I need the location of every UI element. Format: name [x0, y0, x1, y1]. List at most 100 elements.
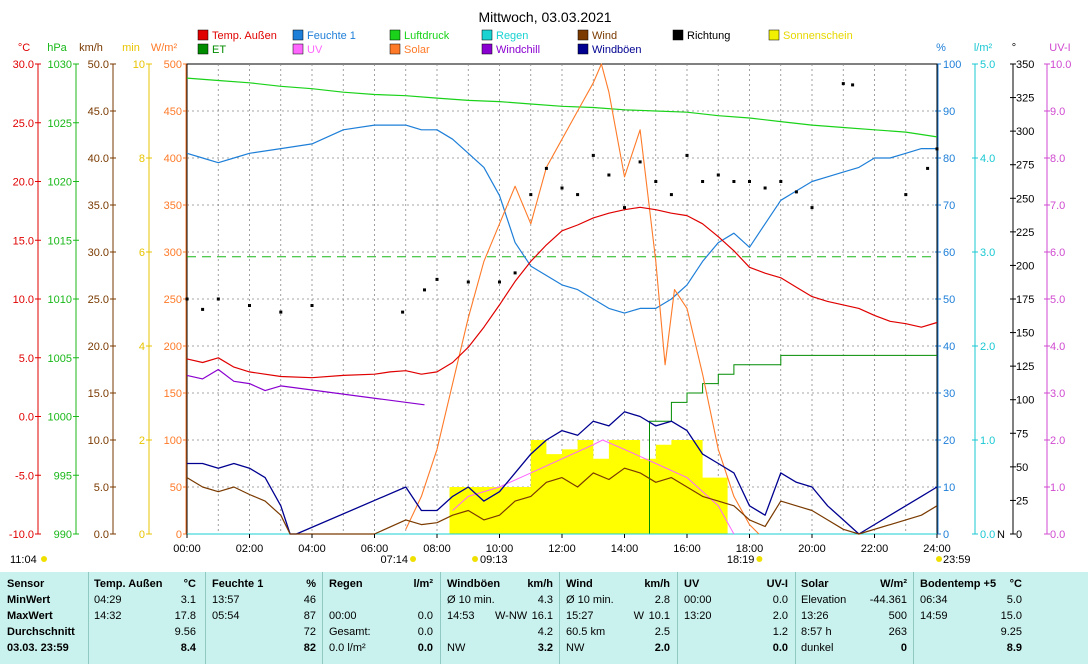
gusts-column: Windböen km/h Ø 10 min. 4.3 14:53 W-NW 16.1 …	[447, 576, 553, 656]
row-max: MaxWert	[7, 610, 53, 622]
direction-point	[498, 280, 501, 284]
time-tick-label: 14:00	[611, 543, 639, 555]
direction-point	[466, 280, 470, 284]
sensor-column: Sensor MinWert MaxWert Durchschnitt 03.0…	[7, 576, 87, 656]
legend: Temp. Außen Feuchte 1 Luftdruck Regen Wind Ri…	[197, 29, 853, 56]
legend-swatch	[197, 43, 209, 55]
time-tick-label: 04:00	[298, 543, 326, 555]
direction-point	[201, 307, 205, 311]
gust-unit: km/h	[527, 578, 553, 590]
hum-max-time: 05:54	[212, 610, 240, 622]
temp-axis-tick-label: 15.0	[13, 235, 34, 247]
time-tick-label: 00:00	[173, 543, 201, 555]
minutes-axis-tick-label: 2	[139, 435, 145, 447]
direction-axis-tick-label: 275	[1016, 160, 1034, 172]
direction-point	[763, 186, 767, 190]
temp-axis-tick-label: 0.0	[19, 412, 34, 424]
rain-total-label: Gesamt:	[329, 626, 371, 638]
rain-axis-unit: l/m²	[974, 42, 993, 54]
wind-max-time: 15:27	[566, 610, 594, 622]
rain-max: 0.0	[417, 610, 433, 622]
solar-max: 500	[888, 610, 907, 622]
direction-point	[544, 166, 548, 170]
direction-axis-tick-label: 325	[1016, 93, 1034, 105]
legend-label: Temp. Außen	[212, 30, 277, 42]
time-tick-label: 10:00	[486, 543, 514, 555]
solar-line	[405, 63, 760, 535]
uv-max: 2.0	[772, 610, 788, 622]
legend-label: Regen	[496, 30, 528, 42]
divider	[559, 572, 560, 664]
humidity-axis-tick-label: 100	[943, 59, 961, 71]
legend-label: Feuchte 1	[307, 30, 356, 42]
rain-current: 0.0	[417, 642, 433, 654]
minutes-axis-unit: min	[122, 42, 140, 54]
legend-swatch	[577, 29, 589, 41]
humidity-line	[186, 124, 937, 314]
gust-cur-dir: NW	[447, 642, 466, 654]
wind-unit: km/h	[644, 578, 670, 590]
row-avg: Durchschnitt	[7, 626, 75, 638]
humidity-axis-tick-label: 20	[943, 435, 955, 447]
hum-current: 82	[303, 642, 316, 654]
uv-axis-tick-label: 6.0	[1050, 247, 1065, 259]
soil-min: 5.0	[1006, 594, 1022, 606]
uv-min: 0.0	[772, 594, 788, 606]
divider	[322, 572, 323, 664]
gust-min: 4.3	[537, 594, 553, 606]
direction-axis-tick-label: 300	[1016, 126, 1034, 138]
direction-axis-tick-label: 75	[1016, 428, 1028, 440]
solar-axis-tick-label: 350	[164, 200, 182, 212]
wind-cur-dir: NW	[566, 642, 585, 654]
temp-axis-tick-label: 5.0	[19, 353, 34, 365]
direction-point	[904, 193, 908, 197]
rain-max-time: 00:00	[329, 610, 357, 622]
humidity-axis-tick-label: 0	[943, 529, 949, 541]
wind-axis-tick-label: 20.0	[88, 341, 109, 353]
legend-swatch	[292, 29, 304, 41]
direction-point	[669, 193, 673, 197]
legend-swatch	[768, 29, 780, 41]
gust-current: 3.2	[537, 642, 553, 654]
wind-axis-tick-label: 50.0	[88, 59, 109, 71]
solar-max-time: 13:26	[801, 610, 829, 622]
legend-swatch	[292, 43, 304, 55]
direction-point	[216, 297, 220, 301]
uv-axis-tick-label: 1.0	[1050, 482, 1065, 494]
legend-label: ET	[212, 44, 226, 56]
rain-axis-tick-label: 2.0	[980, 341, 995, 353]
moonrise-label: 11:04	[10, 554, 37, 566]
wind-max-dir: W	[633, 610, 644, 622]
solar-axis-tick-label: 250	[164, 294, 182, 306]
pressure-axis-unit: hPa	[47, 42, 67, 54]
uv-axis-tick-label: 10.0	[1050, 59, 1071, 71]
minutes-axis-tick-label: 0	[139, 529, 145, 541]
solar-axis-tick-label: 500	[164, 59, 182, 71]
uv-axis-tick-label: 3.0	[1050, 388, 1065, 400]
solar-axis-tick-label: 400	[164, 153, 182, 165]
uv-current: 0.0	[772, 642, 788, 654]
temp-min: 3.1	[180, 594, 196, 606]
hum-min: 46	[303, 594, 316, 606]
direction-point	[310, 304, 314, 307]
sunset-label: 18:19	[727, 554, 755, 566]
soil-avg: 9.25	[1000, 626, 1022, 638]
direction-point	[748, 180, 751, 183]
temp-axis-tick-label: -5.0	[15, 470, 34, 482]
legend-swatch	[389, 43, 401, 55]
temp-avg: 9.56	[174, 626, 196, 638]
rain-rate-label: 0.0 l/m²	[329, 642, 366, 654]
gust-max-time: 14:53	[447, 610, 475, 622]
minutes-axis-tick-label: 6	[139, 247, 145, 259]
uv-min-time: 00:00	[684, 594, 712, 606]
sunrise-label: 07:14	[381, 554, 409, 566]
legend-swatch	[577, 43, 589, 55]
humidity-column: Feuchte 1% 13:57 46 05:54 87 72 82	[212, 576, 316, 656]
time-tick-label: 20:00	[798, 543, 826, 555]
wind-axis-tick-label: 40.0	[88, 153, 109, 165]
uv-axis-tick-label: 7.0	[1050, 200, 1065, 212]
wind-axis-tick-label: 35.0	[88, 200, 109, 212]
temp-axis-unit: °C	[18, 42, 30, 54]
soil-max-time: 14:59	[920, 610, 948, 622]
direction-point	[248, 304, 251, 307]
